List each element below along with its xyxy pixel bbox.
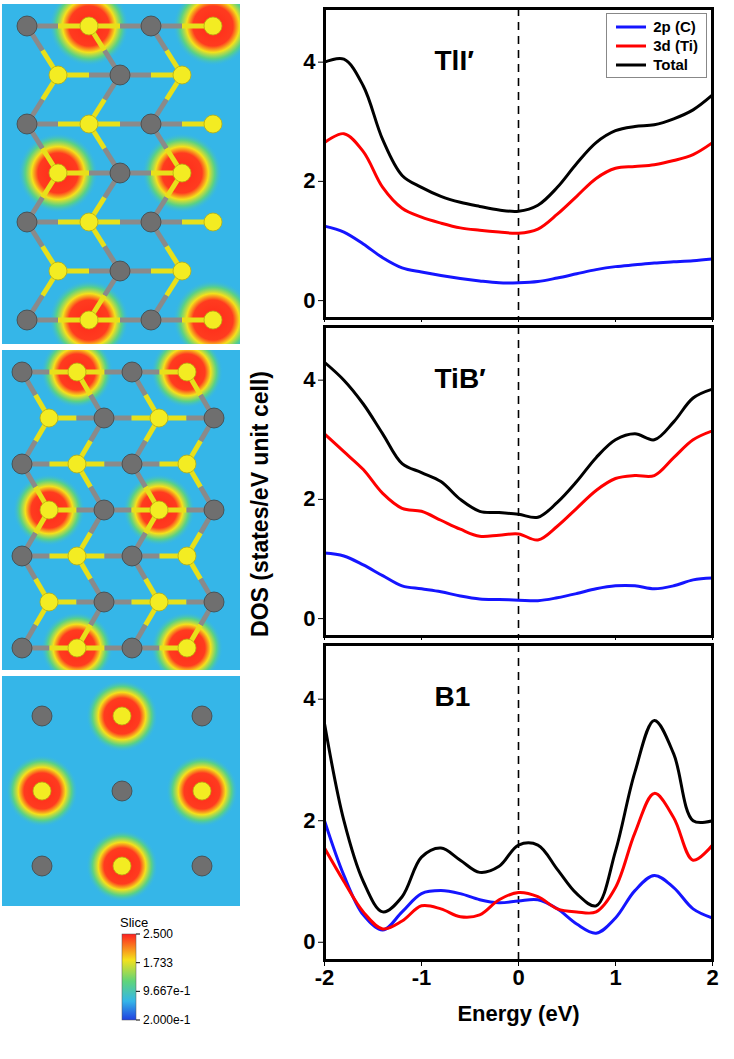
svg-text:2: 2 [303,168,315,193]
svg-text:4: 4 [303,49,316,74]
html-text:2p (C): 2p (C) [653,18,696,35]
svg-text:-1: -1 [412,965,432,990]
svg-text:4: 4 [303,367,316,392]
svg-text:2.500: 2.500 [143,927,173,941]
svg-text:0: 0 [303,288,315,313]
html-text:3d (Ti): 3d (Ti) [653,37,698,54]
svg-text:1.733: 1.733 [143,956,173,970]
svg-text:B1: B1 [435,681,471,712]
svg-text:TiB′: TiB′ [435,363,487,394]
svg-text:2: 2 [303,486,315,511]
svg-text:TlI′: TlI′ [435,45,475,76]
svg-text:0: 0 [303,606,315,631]
svg-text:1: 1 [609,965,621,990]
svg-text:-2: -2 [315,965,335,990]
svg-text:Slice: Slice [120,915,149,930]
svg-text:9.667e-1: 9.667e-1 [143,984,191,998]
svg-text:DOS (states/eV unit cell): DOS (states/eV unit cell) [247,371,273,637]
html-text:Total: Total [653,56,688,73]
svg-text:Energy (eV): Energy (eV) [457,1001,579,1026]
svg-text:2: 2 [706,965,718,990]
svg-text:4: 4 [303,686,316,711]
svg-text:0: 0 [303,929,315,954]
svg-text:2.000e-1: 2.000e-1 [143,1013,191,1027]
svg-text:0: 0 [512,965,524,990]
svg-text:2: 2 [303,808,315,833]
